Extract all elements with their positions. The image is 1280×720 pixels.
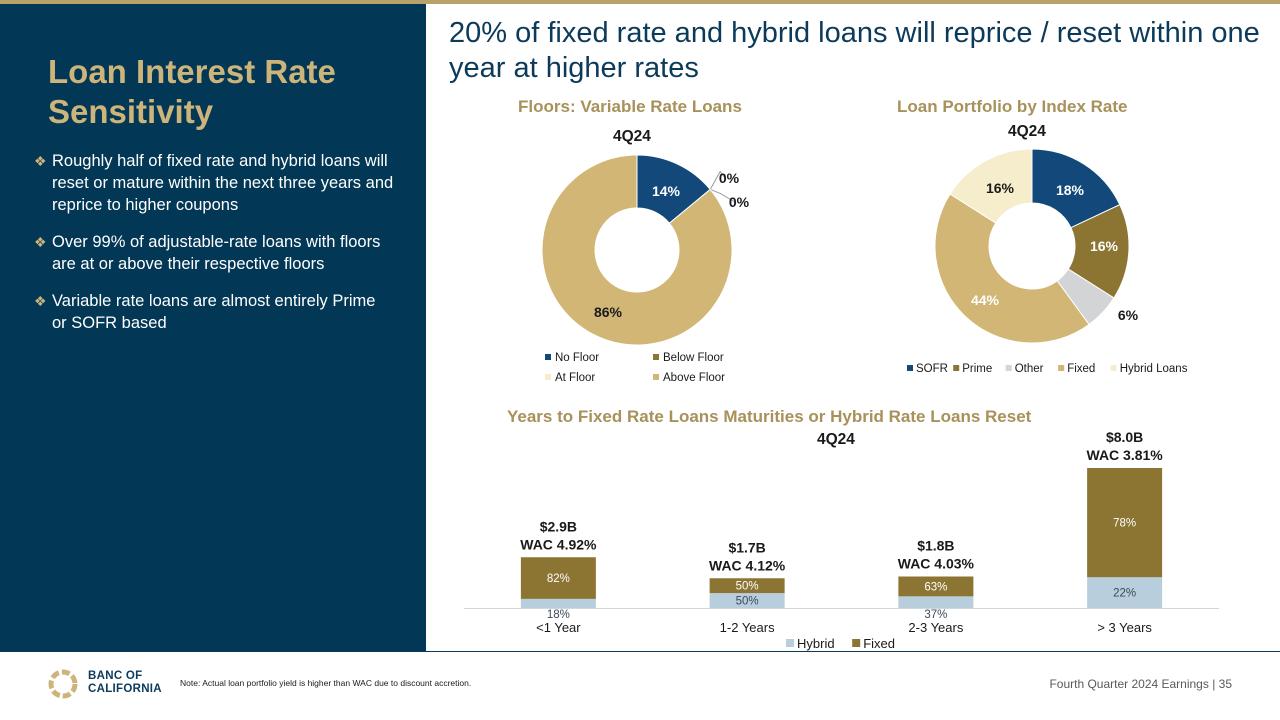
donut-slice-above-floor — [541, 154, 733, 346]
donut-data-label: 6% — [1118, 307, 1139, 323]
legend-swatch-sofr — [907, 365, 913, 371]
diamond-bullet-icon: ❖ — [34, 293, 47, 309]
sidebar-bullet: ❖ Over 99% of adjustable-rate loans with … — [34, 233, 381, 273]
x-tick-label: 1-2 Years — [720, 620, 775, 635]
floors-chart-subtitle: 4Q24 — [613, 128, 651, 145]
bar-wac-label: WAC 4.03% — [898, 556, 975, 572]
bar-wac-label: WAC 4.12% — [709, 557, 786, 573]
donut-slice-sofr — [1031, 148, 1121, 229]
footer-rule — [0, 651, 1280, 652]
x-tick-label: > 3 Years — [1097, 620, 1152, 635]
donut-data-label: 0% — [719, 170, 740, 186]
donut-data-label: 18% — [1056, 182, 1085, 198]
bar-data-label-hybrid: 18% — [547, 609, 570, 621]
bar-segment-fixed — [1087, 468, 1163, 578]
bar-data-label-fixed: 78% — [1113, 518, 1136, 530]
legend-label-sofr: SOFR — [916, 363, 948, 375]
index-rate-donut-chart: 18% 16% 6% 44% 16% SOFR Prime Other Fixed Hybrid … — [907, 148, 1188, 375]
bar-total-label: $1.7B — [728, 539, 765, 555]
bar-segment-fixed — [520, 557, 596, 599]
legend-swatch-no-floor — [545, 354, 551, 360]
bar-total-label: $1.8B — [917, 538, 954, 554]
legend-swatch-above-floor — [653, 374, 659, 380]
bar-wac-label: WAC 3.81% — [1087, 447, 1164, 463]
top-accent-rule — [0, 0, 1280, 4]
legend-label-hybrid: Hybrid — [797, 636, 835, 651]
legend-swatch-at-floor — [545, 374, 551, 380]
sidebar-title: Loan Interest Rate Sensitivity — [48, 53, 336, 130]
diamond-bullet-icon: ❖ — [34, 153, 47, 169]
legend-label-fixed: Fixed — [863, 636, 895, 651]
legend-label-fixed: Fixed — [1067, 363, 1095, 375]
bar-data-label-fixed: 63% — [924, 581, 947, 593]
donut-leader-line — [710, 188, 736, 203]
legend-swatch-below-floor — [653, 354, 659, 360]
sidebar-panel — [0, 4, 426, 652]
banc-of-california-logo-icon — [48, 669, 78, 699]
legend-swatch-fixed — [852, 639, 861, 647]
donut-data-label: 14% — [652, 183, 681, 199]
bar-data-label-fixed: 50% — [736, 581, 759, 593]
legend-label-other: Other — [1015, 363, 1044, 375]
legend-label-no-floor: No Floor — [555, 352, 599, 364]
logo-wordmark: BANC OF CALIFORNIA — [88, 670, 162, 695]
bar-segment-fixed — [898, 576, 974, 597]
legend-swatch-hybrid — [786, 639, 794, 647]
floors-donut-chart: 14% 0% 0% 86% No Floor Below Floor At Floor Abo… — [541, 154, 750, 384]
donut-data-label: 86% — [594, 304, 623, 320]
donut-data-label: 0% — [729, 194, 750, 210]
footer-page-info: Fourth Quarter 2024 Earnings | 35 — [1049, 677, 1232, 691]
slide-headline: 20% of fixed rate and hybrid loans will … — [449, 17, 1260, 84]
bar-segment-hybrid — [898, 596, 974, 608]
bar-data-label-hybrid: 22% — [1113, 588, 1136, 600]
maturities-chart-subtitle: 4Q24 — [817, 431, 855, 448]
bar-data-label-fixed: 82% — [547, 573, 570, 585]
maturities-bar-chart: 18% 82% $2.9B WAC 4.92% <1 Year 50% 50% $1.7B WA… — [464, 430, 1219, 651]
donut-data-label: 16% — [986, 180, 1015, 196]
index-rate-chart-title: Loan Portfolio by Index Rate — [897, 97, 1128, 116]
legend-label-above-floor: Above Floor — [663, 372, 725, 384]
bar-segment-fixed — [709, 578, 785, 594]
bar-data-label-hybrid: 50% — [736, 596, 759, 608]
sidebar-bullet-list: ❖ Roughly half of fixed rate and hybrid l… — [34, 150, 394, 349]
donut-data-label: 16% — [1090, 238, 1119, 254]
bar-segment-hybrid — [1087, 577, 1163, 608]
bar-segment-hybrid — [520, 598, 596, 608]
legend-swatch-other — [1005, 365, 1012, 371]
legend-label-below-floor: Below Floor — [663, 352, 724, 364]
bar-segment-hybrid — [709, 593, 785, 608]
bar-total-label: $2.9B — [540, 518, 577, 534]
floors-chart-title: Floors: Variable Rate Loans — [518, 97, 742, 116]
maturities-chart-title: Years to Fixed Rate Loans Maturities or … — [507, 407, 1032, 426]
bar-data-label-hybrid: 37% — [924, 609, 947, 621]
legend-swatch-fixed — [1058, 365, 1065, 371]
donut-leader-line — [709, 170, 726, 190]
legend-swatch-hybrid-loans — [1110, 365, 1117, 371]
legend-swatch-prime — [953, 365, 960, 371]
diamond-bullet-icon: ❖ — [34, 234, 47, 250]
index-rate-chart-subtitle: 4Q24 — [1008, 123, 1046, 140]
legend-label-prime: Prime — [962, 363, 992, 375]
bar-wac-label: WAC 4.92% — [520, 536, 597, 552]
legend-label-hybrid-loans: Hybrid Loans — [1120, 363, 1188, 375]
footer-note: Note: Actual loan portfolio yield is hig… — [180, 678, 472, 688]
sidebar-bullet: ❖ Variable rate loans are almost entirely… — [34, 292, 376, 332]
legend-label-at-floor: At Floor — [555, 372, 595, 384]
donut-slice-hybrid-loans — [949, 148, 1033, 224]
donut-data-label: 44% — [971, 292, 1000, 308]
sidebar-bullet: ❖ Roughly half of fixed rate and hybrid l… — [34, 152, 394, 214]
donut-slice-fixed — [934, 193, 1090, 344]
x-tick-label: <1 Year — [536, 620, 581, 635]
x-tick-label: 2-3 Years — [908, 620, 963, 635]
bar-total-label: $8.0B — [1106, 430, 1143, 445]
